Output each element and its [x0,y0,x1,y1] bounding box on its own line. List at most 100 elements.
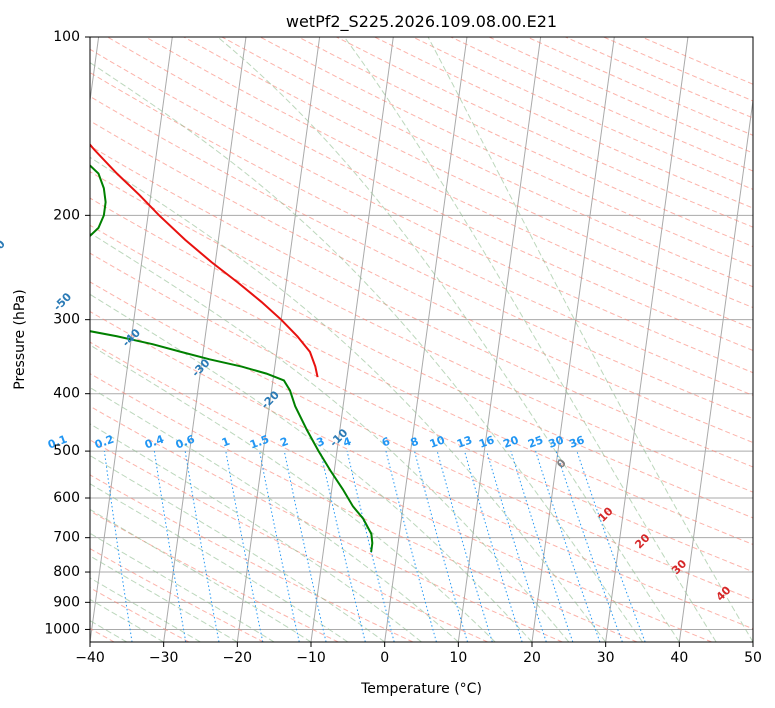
dry-adiabat-line [488,37,753,154]
mixing-ratio-label: 10 [428,433,447,451]
moist-adiabat-line [217,37,680,642]
moist-adiabat-line [90,483,349,642]
mixing-ratio-line [346,450,395,642]
mixing-ratio-line [184,451,220,642]
mixing-ratio-line [385,450,437,642]
y-tick-label: 200 [53,207,80,223]
x-axis-title: Temperature (°C) [360,681,482,697]
moist-adiabat-label: 30 [669,557,689,577]
mixing-ratio-line [555,450,623,642]
moist-adiabat-line [343,37,717,642]
moist-adiabat-line [90,344,496,642]
dry-adiabat-line [90,71,753,396]
skewed-isotherm-line [678,96,753,642]
temperature-profile-line [90,143,319,378]
moist-adiabat-line [90,532,275,642]
dry-adiabat-line [90,197,753,519]
dry-adiabat-line [90,281,753,601]
skewed-isotherm-line [752,638,753,642]
x-tick-label: 20 [523,650,541,666]
dry-adiabat-line [90,510,339,642]
dry-adiabat-line [374,37,753,209]
y-tick-label: 1000 [44,621,80,637]
mixing-ratio-label: 3 [315,435,327,450]
mixing-ratio-line [283,450,327,642]
y-axis-title: Pressure (hPa) [12,289,28,389]
mixing-ratio-line [535,450,601,642]
mixing-ratio-label: 25 [526,433,545,450]
plot-frame [89,36,754,643]
y-tick-label: 500 [53,443,80,459]
moist-adiabat-line [90,293,533,642]
y-tick-label: 900 [53,594,80,610]
chart-title: wetPf2_S225.2026.109.08.00.E21 [286,12,557,32]
dry-adiabat-line [90,405,563,642]
y-tick-label: 300 [53,312,80,328]
dry-adiabat-line [107,37,753,352]
skewed-isotherm-line [90,37,100,105]
y-tick-label: 700 [53,530,80,546]
dry-adiabat-line [90,224,753,545]
moist-adiabat-line [90,386,459,642]
x-tick-label: 0 [380,650,389,666]
mixing-ratio-label: 6 [380,435,392,450]
mixing-ratio-label: 13 [455,433,474,450]
dry-adiabat-line [90,171,753,493]
x-tick-label: −40 [75,650,105,666]
mixing-ratio-line [414,450,468,642]
isotherm-label: -20 [259,388,282,411]
moist-adiabat-line [90,423,422,642]
mixing-ratio-line [510,450,574,642]
dry-adiabat-line [90,341,712,642]
mixing-ratio-line [259,451,300,642]
mixing-ratio-line [58,451,82,642]
mixing-ratio-label: 0.6 [174,433,197,452]
mixing-ratio-line [103,451,133,642]
moist-adiabat-label: 40 [714,583,734,603]
mixing-ratio-line [320,450,366,642]
x-tick-label: −30 [149,650,179,666]
data-lines [90,143,374,553]
mixing-ratio-label: 0.4 [143,433,166,452]
skewed-isotherm-line [236,37,321,642]
dewpoint-profile-line [90,164,374,553]
dry-adiabat-line [90,120,753,444]
dry-adiabat-line [90,373,638,642]
moist-adiabat-line [90,555,238,642]
dry-adiabat-line [145,37,753,330]
dry-adiabat-line [90,548,264,642]
mixing-ratio-label: 20 [501,433,520,451]
moist-adiabat-label: 0 [554,456,569,471]
background-lines [58,37,753,642]
dry-adiabat-line [527,37,753,136]
mixing-ratio-line [225,451,264,642]
x-tick-label: −10 [296,650,326,666]
isotherm-label: -60 [0,237,8,260]
mixing-ratio-label: 1.5 [248,433,271,452]
moist-adiabat-line [427,37,753,642]
dry-adiabat-line [90,48,753,374]
dry-adiabat-line [90,145,753,468]
moist-adiabat-line [90,156,607,642]
skewed-isotherm-line [605,37,689,642]
x-tick-label: 30 [597,650,615,666]
y-tick-label: 800 [53,564,80,580]
skewed-isotherm-line [457,37,542,642]
dry-adiabat-line [183,37,753,309]
mixing-ratio-label: 4 [341,435,353,450]
dry-adiabat-line [641,37,753,85]
dry-adiabat-line [90,439,488,642]
x-tick-label: 50 [744,650,762,666]
dry-adiabat-line [90,311,753,630]
moist-adiabat-line [90,508,312,642]
moist-adiabat-line [90,232,570,642]
isotherm-label: -40 [120,326,143,349]
moist-adiabat-line [90,454,385,642]
skewed-isotherm-line [531,37,615,642]
x-tick-label: −20 [223,650,253,666]
y-tick-label: 600 [53,490,80,506]
mixing-ratio-label: 1 [220,435,232,450]
moist-adiabat-line [90,61,643,642]
mixing-ratio-label: 30 [547,433,566,451]
